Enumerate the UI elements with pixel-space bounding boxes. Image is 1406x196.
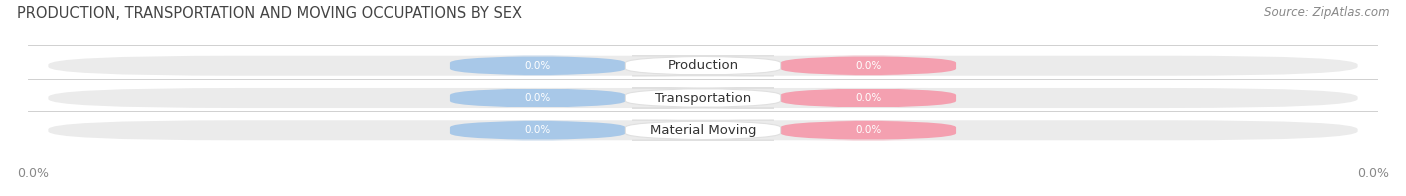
FancyBboxPatch shape xyxy=(626,120,780,140)
FancyBboxPatch shape xyxy=(48,88,1358,108)
Text: Transportation: Transportation xyxy=(655,92,751,104)
FancyBboxPatch shape xyxy=(450,120,626,140)
Text: Production: Production xyxy=(668,59,738,72)
FancyBboxPatch shape xyxy=(48,56,1358,76)
Text: 0.0%: 0.0% xyxy=(524,61,551,71)
Text: 0.0%: 0.0% xyxy=(524,93,551,103)
FancyBboxPatch shape xyxy=(626,88,780,108)
FancyBboxPatch shape xyxy=(626,56,780,76)
Text: Material Moving: Material Moving xyxy=(650,124,756,137)
Text: 0.0%: 0.0% xyxy=(1357,167,1389,180)
Text: 0.0%: 0.0% xyxy=(855,125,882,135)
FancyBboxPatch shape xyxy=(780,88,956,108)
FancyBboxPatch shape xyxy=(780,120,956,140)
FancyBboxPatch shape xyxy=(780,56,956,76)
Text: Source: ZipAtlas.com: Source: ZipAtlas.com xyxy=(1264,6,1389,19)
Text: 0.0%: 0.0% xyxy=(855,61,882,71)
Text: PRODUCTION, TRANSPORTATION AND MOVING OCCUPATIONS BY SEX: PRODUCTION, TRANSPORTATION AND MOVING OC… xyxy=(17,6,522,21)
FancyBboxPatch shape xyxy=(450,56,626,76)
Text: 0.0%: 0.0% xyxy=(855,93,882,103)
Text: 0.0%: 0.0% xyxy=(524,125,551,135)
Text: 0.0%: 0.0% xyxy=(17,167,49,180)
FancyBboxPatch shape xyxy=(450,88,626,108)
FancyBboxPatch shape xyxy=(48,120,1358,140)
